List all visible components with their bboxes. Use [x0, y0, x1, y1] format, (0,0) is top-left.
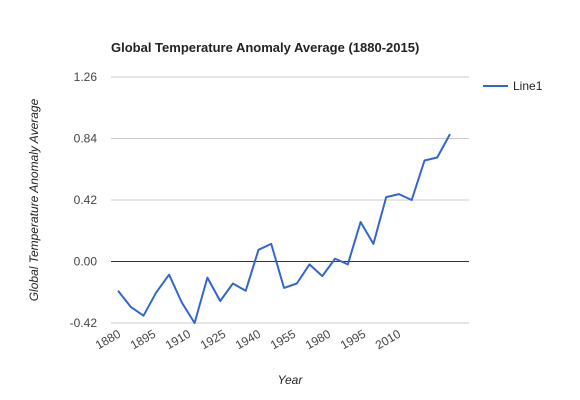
data-point [296, 282, 298, 284]
data-point [360, 221, 362, 223]
legend-label-line1: Line1 [513, 79, 543, 93]
x-tick-label: 1980 [303, 327, 333, 353]
x-tick-label: 1895 [128, 327, 158, 353]
x-tick-label: 1910 [163, 327, 193, 353]
y-tick-label: 0.84 [74, 132, 98, 146]
chart-title: Global Temperature Anomaly Average (1880… [111, 40, 420, 55]
data-point [181, 302, 183, 304]
data-point [168, 274, 170, 276]
data-point [436, 157, 438, 159]
x-tick-label: 2010 [373, 327, 403, 353]
x-tick-label: 1925 [198, 327, 228, 353]
y-axis-title: Global Temperature Anomaly Average [27, 98, 41, 301]
data-point [309, 263, 311, 265]
data-point [206, 277, 208, 279]
series-line-line1 [117, 133, 451, 324]
data-point [372, 243, 374, 245]
data-point [219, 300, 221, 302]
data-point [143, 315, 145, 317]
data-point [411, 199, 413, 201]
data-point [385, 196, 387, 198]
data-point [245, 290, 247, 292]
data-point [270, 243, 272, 245]
y-tick-label: 1.26 [74, 70, 98, 84]
data-point [155, 291, 157, 293]
data-point [194, 322, 196, 324]
data-point [347, 263, 349, 265]
y-tick-label: -0.42 [70, 316, 98, 330]
y-tick-label: 0.00 [74, 255, 98, 269]
data-point [117, 290, 119, 292]
data-point [283, 287, 285, 289]
y-tick-label: 0.42 [74, 193, 98, 207]
data-point [334, 258, 336, 260]
data-point [423, 159, 425, 161]
x-tick-label: 1940 [233, 327, 263, 353]
x-tick-label: 1955 [268, 327, 298, 353]
data-point [398, 193, 400, 195]
x-axis-title: Year [278, 373, 304, 387]
data-point [257, 249, 259, 251]
data-point [232, 282, 234, 284]
x-tick-label: 1995 [338, 327, 368, 353]
data-point [130, 306, 132, 308]
data-point [321, 275, 323, 277]
data-point [449, 133, 451, 135]
x-tick-label: 1880 [93, 327, 123, 353]
